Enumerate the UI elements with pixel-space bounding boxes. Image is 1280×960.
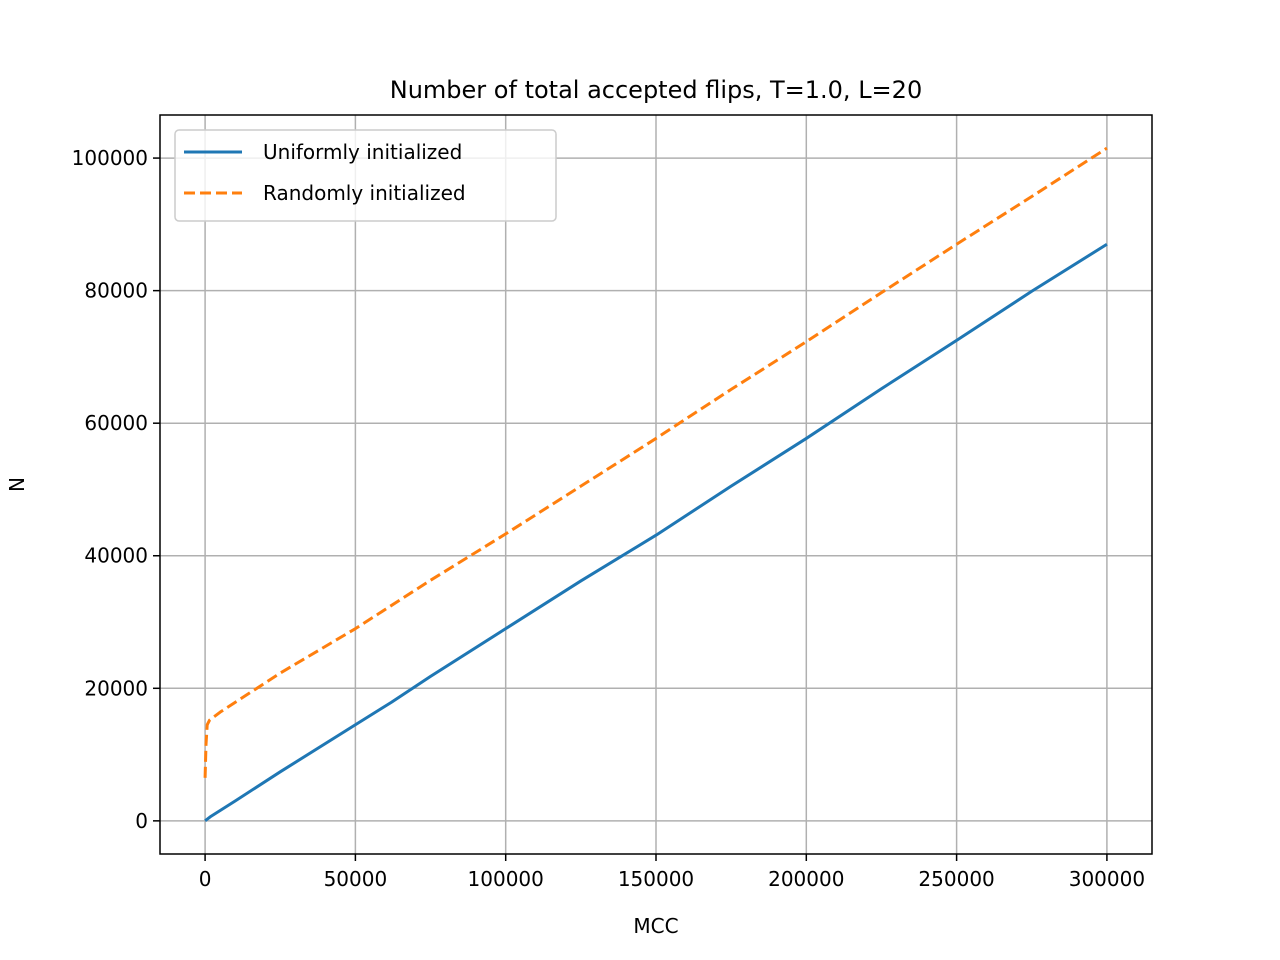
series-line-1	[203, 146, 1108, 778]
y-tick-label: 0	[135, 809, 148, 833]
y-tick-label: 60000	[84, 411, 148, 435]
x-tick-label: 50000	[324, 867, 388, 891]
legend-box	[174, 129, 557, 222]
y-tick-label: 20000	[84, 676, 148, 700]
y-tick-label: 80000	[84, 279, 148, 303]
x-tick-label: 300000	[1069, 867, 1145, 891]
chart-title: Number of total accepted flips, T=1.0, L…	[390, 76, 922, 104]
plot-series	[203, 146, 1108, 823]
series-line-0	[204, 242, 1108, 823]
legend: Uniformly initialized Randomly initialize…	[174, 129, 557, 222]
y-tick-label: 40000	[84, 544, 148, 568]
x-tick-label: 250000	[918, 867, 994, 891]
grid	[160, 115, 1152, 854]
x-tick-label: 0	[199, 867, 212, 891]
x-tick-label: 200000	[768, 867, 844, 891]
legend-label-0: Uniformly initialized	[263, 140, 462, 164]
x-axis-label: MCC	[633, 914, 678, 938]
x-tick-label: 100000	[468, 867, 544, 891]
y-tick-label: 100000	[72, 146, 148, 170]
y-axis-label: N	[5, 477, 29, 492]
legend-label-1: Randomly initialized	[263, 181, 466, 205]
x-tick-label: 150000	[618, 867, 694, 891]
axis-ticks: 0 50000 100000 150000 200000 250000 300000 0 200…	[72, 146, 1145, 891]
